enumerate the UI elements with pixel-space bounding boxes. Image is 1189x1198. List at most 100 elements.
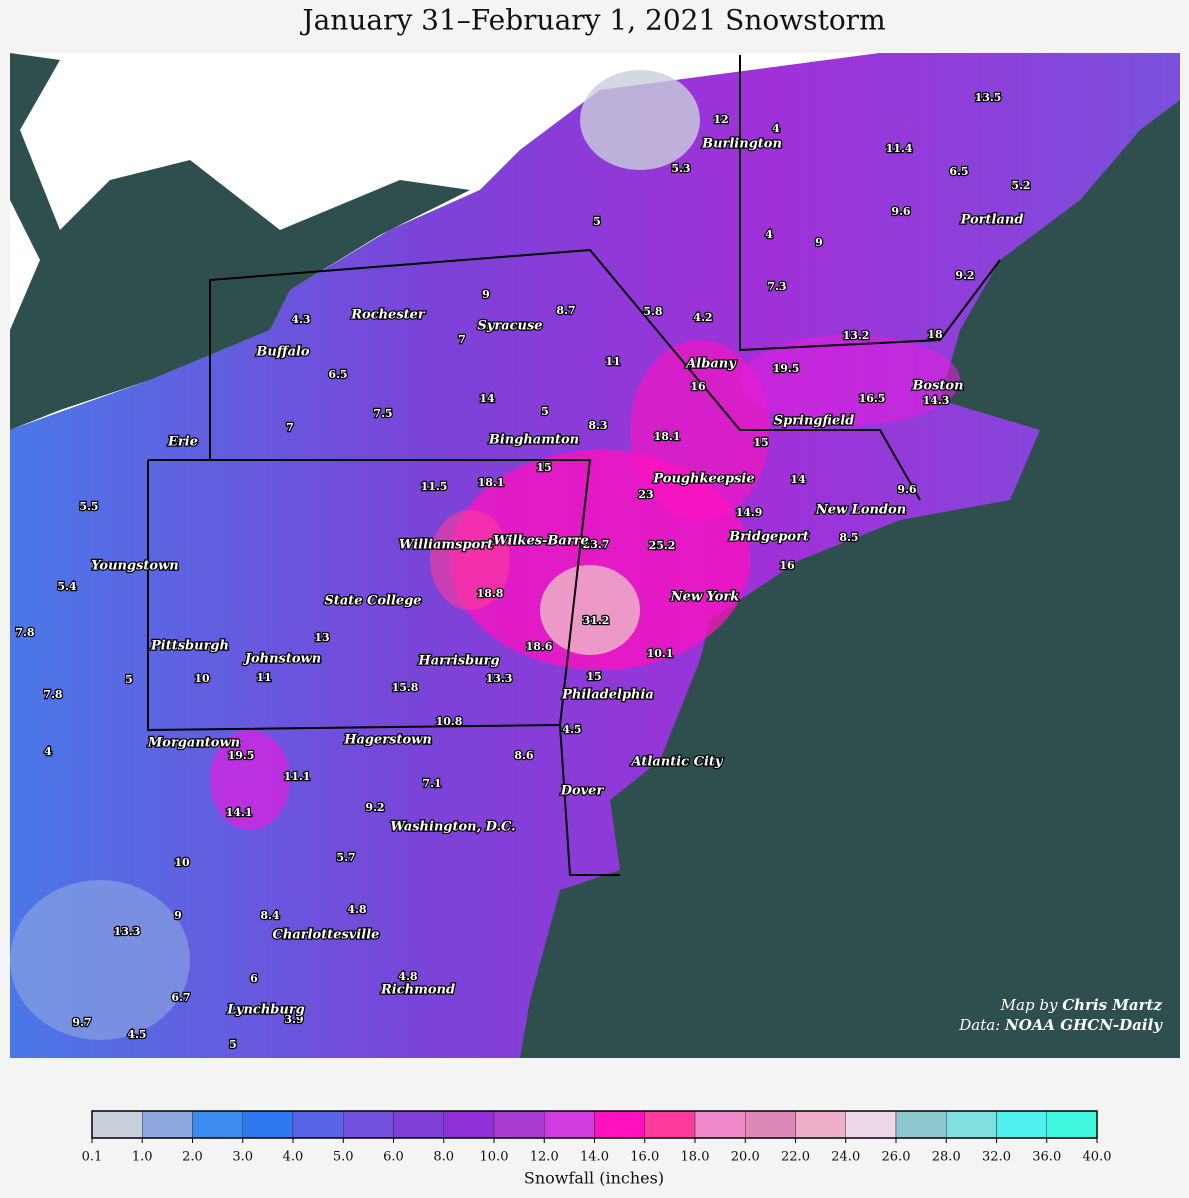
snowfall-value: 4.8 <box>398 970 417 983</box>
colorbar-tick-label: 20.0 <box>731 1150 760 1165</box>
state-border <box>209 248 921 501</box>
colorbar-segment <box>91 1110 143 1139</box>
snowfall-value: 19.5 <box>773 362 800 375</box>
snowfall-value: 25.2 <box>649 539 676 552</box>
city-label: Atlantic City <box>630 755 724 770</box>
colorbar-tick-label: 4.0 <box>283 1150 304 1165</box>
snowfall-value: 5.3 <box>671 162 690 175</box>
snowfall-value: 9.7 <box>72 1016 91 1029</box>
colorbar-tick-label: 36.0 <box>1032 1150 1061 1165</box>
city-label: Charlottesville <box>273 928 380 943</box>
credit-source: NOAA GHCN-Daily <box>1004 1016 1163 1034</box>
colorbar-tick-label: 3.0 <box>232 1150 253 1165</box>
snowfall-value: 11 <box>256 671 271 684</box>
city-label: New York <box>670 590 740 605</box>
snowfall-value: 4.5 <box>562 723 581 736</box>
city-label: Hagerstown <box>343 733 432 748</box>
snowfall-value: 4.5 <box>127 1028 146 1041</box>
snowfall-value: 11.5 <box>421 480 448 493</box>
city-label: Dover <box>560 784 605 799</box>
colorbar-segment <box>343 1110 394 1139</box>
colorbar-tick-label: 16.0 <box>630 1150 659 1165</box>
state-border <box>739 55 1001 352</box>
snowfall-value: 7.1 <box>422 777 441 790</box>
colorbar-segment <box>946 1110 997 1139</box>
colorbar-segment <box>745 1110 796 1139</box>
state-border <box>559 724 620 876</box>
title: January 31–February 1, 2021 Snowstorm <box>299 4 885 37</box>
city-label: New London <box>815 503 906 518</box>
heavy-snow-area <box>740 335 960 425</box>
snowfall-value: 14.9 <box>736 506 763 519</box>
snowfall-value: 4.8 <box>347 903 366 916</box>
colorbar-tick-label: 6.0 <box>383 1150 404 1165</box>
snowfall-value: 9 <box>482 288 490 301</box>
snowfall-value: 5 <box>125 673 133 686</box>
city-label: Richmond <box>380 983 455 998</box>
snowfall-value: 5.2 <box>1011 179 1030 192</box>
snowfall-value: 10 <box>194 672 210 685</box>
snowfall-value: 7 <box>458 333 466 346</box>
heavy-snow-area <box>210 730 290 830</box>
snowfall-value: 11.1 <box>284 770 311 783</box>
colorbar-segment <box>845 1110 897 1139</box>
colorbar-tick-label: 8.0 <box>433 1150 454 1165</box>
snowfall-value: 7.8 <box>43 688 62 701</box>
snowfall-value: 23 <box>638 488 653 501</box>
city-label: Philadelphia <box>561 688 654 703</box>
data-credit: Data: NOAA GHCN-Daily <box>958 1016 1163 1034</box>
colorbar-tick-label: 10.0 <box>480 1150 509 1165</box>
snowfall-value: 10.1 <box>647 647 674 660</box>
colorbar-segment <box>142 1110 193 1139</box>
city-label: Poughkeepsie <box>652 472 754 487</box>
snowfall-value: 4.3 <box>291 313 310 326</box>
colorbar-tick-label: 0.1 <box>82 1150 103 1165</box>
colorbar-segment <box>594 1110 645 1139</box>
snowfall-value: 6.7 <box>171 991 190 1004</box>
map-area <box>10 53 1180 1058</box>
snowfall-value: 8.4 <box>260 909 279 922</box>
city-label: Pittsburgh <box>150 639 229 654</box>
colorbar-segment <box>895 1110 947 1139</box>
colorbar-segment <box>292 1110 344 1139</box>
credit-author: Chris Martz <box>1062 996 1162 1014</box>
snowfall-value: 15 <box>586 670 601 683</box>
snowfall-value: 8.5 <box>839 531 858 544</box>
snowfall-value: 3.9 <box>284 1013 303 1026</box>
colorbar: 0.1 1.0 2.0 3.0 4.0 5.0 6.0 8.0 10.0 12.0 14.0 16.0… <box>82 1110 1111 1165</box>
snowfall-value: 7.3 <box>767 280 786 293</box>
snowfall-value: 10 <box>174 856 190 869</box>
city-label: Buffalo <box>255 345 310 360</box>
snowfall-value: 14.1 <box>226 806 253 819</box>
snowfall-value: 9.2 <box>365 801 384 814</box>
credit-prefix: Map by <box>1000 996 1058 1014</box>
colorbar-label: Snowfall (inches) <box>524 1169 664 1188</box>
snowfall-value: 15 <box>536 461 551 474</box>
colorbar-tick-label: 22.0 <box>781 1150 810 1165</box>
snowfall-value: 15 <box>753 436 768 449</box>
snowfall-value: 15.8 <box>392 681 419 694</box>
light-snow-area <box>580 70 700 170</box>
snowfall-value: 12 <box>713 113 728 126</box>
snowfall-value: 16.5 <box>859 392 886 405</box>
snowfall-value: 13 <box>314 631 329 644</box>
city-label: Portland <box>960 213 1024 228</box>
snowfall-value: 4.2 <box>693 311 712 324</box>
snowfall-value: 4 <box>772 122 780 135</box>
map-credit: Map by Chris Martz <box>1000 996 1163 1014</box>
snowfall-value: 18.1 <box>654 430 681 443</box>
snowfall-value: 10.8 <box>436 715 463 728</box>
colorbar-segment <box>544 1110 595 1139</box>
city-label: Erie <box>167 435 198 450</box>
snowfall-value: 5 <box>541 405 549 418</box>
snowfall-value: 18.1 <box>478 476 505 489</box>
snowfall-value: 16 <box>779 559 795 572</box>
extreme-snow-area <box>540 565 640 655</box>
snowfall-value: 9.6 <box>891 205 910 218</box>
labels: 13.5 12 4 11.4 5.3 6.5 5.2 9.6 5 4 9 9.2 7.3 9 8.7 5.8 4… <box>14 90 1032 1053</box>
colorbar-segment <box>644 1110 696 1139</box>
snowfall-value: 11.4 <box>886 142 913 155</box>
colorbar-segment <box>242 1110 294 1139</box>
city-label: Wilkes-Barre <box>493 534 589 549</box>
